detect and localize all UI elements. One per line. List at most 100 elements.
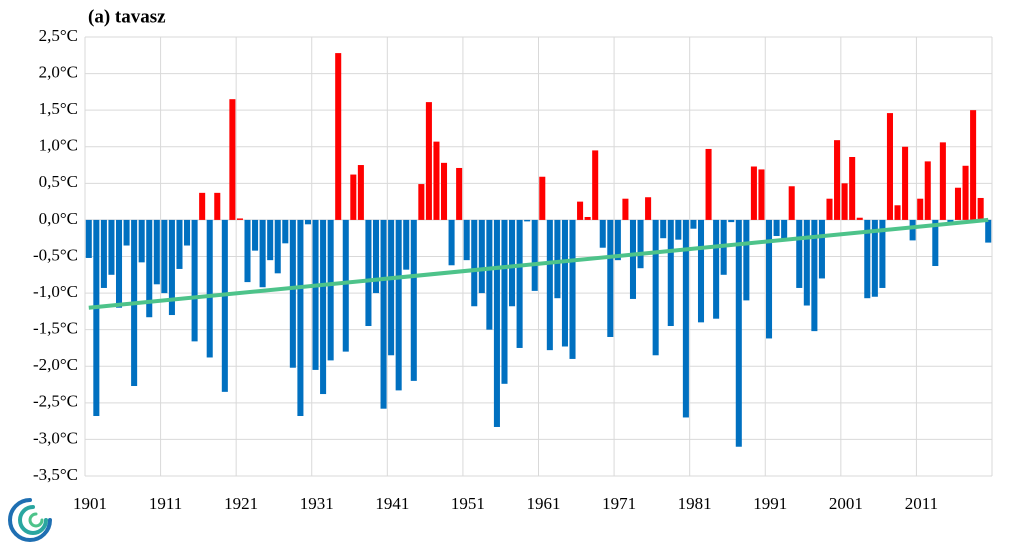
bar [811, 219, 818, 332]
bar [599, 219, 606, 248]
bar [569, 219, 576, 359]
bar [697, 219, 705, 323]
bar [796, 219, 803, 288]
bar [123, 219, 130, 246]
bar [818, 219, 825, 279]
bar [410, 219, 417, 381]
bar [501, 219, 508, 384]
y-tick-label: 1,0°C [39, 136, 78, 155]
bar [380, 219, 387, 409]
bar [652, 219, 659, 356]
y-tick-label: -1,0°C [33, 282, 78, 301]
bar [191, 219, 198, 342]
bar [440, 162, 448, 220]
x-tick-label: 1911 [149, 494, 182, 513]
bar [320, 219, 327, 395]
y-tick-label: -3,5°C [33, 465, 78, 484]
x-tick-label: 1941 [375, 494, 409, 513]
bar [705, 148, 712, 220]
bar [826, 198, 833, 220]
bar [954, 187, 962, 220]
bar [924, 161, 931, 220]
trend-line [88, 217, 989, 310]
bar [486, 219, 493, 330]
bar [259, 219, 266, 288]
x-tick-label: 1991 [753, 494, 787, 513]
logo [8, 498, 52, 542]
chart-title: (a) tavasz [88, 6, 166, 27]
bar [614, 219, 621, 261]
bar [584, 216, 591, 220]
bar [403, 219, 410, 270]
bar [100, 219, 107, 288]
bar [509, 219, 516, 307]
bar [199, 192, 206, 220]
bar [894, 205, 901, 220]
bar [335, 53, 342, 220]
bar [176, 219, 183, 269]
x-tick-label: 1921 [224, 494, 258, 513]
bar [909, 219, 916, 241]
bar [977, 197, 984, 220]
bar [629, 219, 637, 299]
bar [645, 197, 652, 220]
y-tick-label: 2,5°C [39, 26, 78, 45]
bar [153, 219, 160, 285]
bar [206, 219, 213, 358]
x-tick-label: 2011 [905, 494, 938, 513]
bar [713, 219, 720, 319]
bar [773, 219, 780, 237]
bar [274, 219, 281, 274]
bar [803, 219, 810, 306]
bar [788, 186, 795, 220]
bar [592, 150, 599, 220]
y-tick-label: 2,0°C [39, 62, 78, 81]
bar [146, 219, 153, 318]
bar [297, 219, 304, 417]
bar [115, 219, 123, 308]
y-tick-label: -0,5°C [33, 245, 78, 264]
bar [138, 219, 145, 263]
bar [478, 219, 485, 294]
bar [463, 219, 470, 261]
bar [766, 219, 773, 339]
bar [577, 201, 584, 220]
bar [781, 219, 788, 241]
bar [856, 217, 863, 220]
bar [448, 219, 455, 266]
bar [395, 219, 402, 391]
bar [388, 219, 395, 356]
y-tick-label: -2,0°C [33, 355, 78, 374]
x-tick-label: 1961 [527, 494, 561, 513]
bar [282, 219, 289, 244]
bar [327, 219, 334, 361]
bar [289, 219, 296, 368]
bar [871, 219, 878, 297]
bar [637, 219, 644, 269]
bar [682, 219, 689, 418]
bar [554, 219, 561, 299]
bar [456, 167, 463, 220]
bar [365, 219, 372, 327]
bar [85, 219, 92, 258]
bar [607, 219, 614, 337]
bar [743, 219, 750, 301]
y-tick-label: 0,0°C [39, 209, 78, 228]
x-tick-label: 1971 [602, 494, 636, 513]
bar [93, 219, 100, 417]
bar [236, 218, 243, 220]
bar [932, 219, 939, 267]
bar [970, 110, 977, 220]
bar [902, 146, 909, 220]
bar [161, 219, 168, 294]
y-tick-label: -1,5°C [33, 319, 78, 338]
bar [531, 219, 538, 291]
bar [939, 142, 946, 220]
x-tick-label: 2001 [829, 494, 863, 513]
bar [690, 219, 697, 229]
x-tick-label: 1931 [300, 494, 334, 513]
bar [622, 198, 629, 220]
bar [493, 219, 500, 427]
